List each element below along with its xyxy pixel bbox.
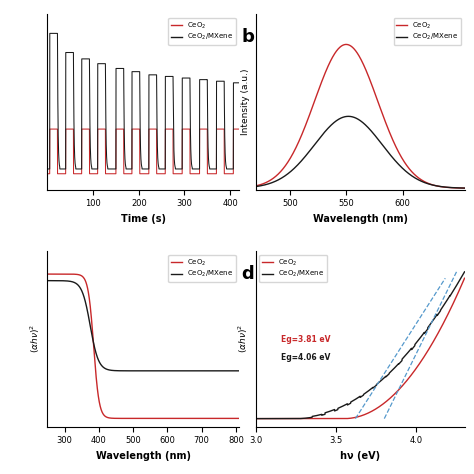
Y-axis label: $(\alpha h\nu)^2$: $(\alpha h\nu)^2$ bbox=[237, 324, 250, 354]
X-axis label: hν (eV): hν (eV) bbox=[340, 451, 380, 461]
Text: b: b bbox=[241, 28, 254, 46]
Text: Eg=3.81 eV: Eg=3.81 eV bbox=[281, 336, 330, 345]
Legend: CeO$_2$, CeO$_2$/MXene: CeO$_2$, CeO$_2$/MXene bbox=[259, 255, 327, 282]
Y-axis label: Intensity (a.u.): Intensity (a.u.) bbox=[241, 69, 250, 135]
X-axis label: Wavelength (nm): Wavelength (nm) bbox=[96, 451, 191, 461]
X-axis label: Wavelength (nm): Wavelength (nm) bbox=[313, 214, 408, 224]
X-axis label: Time (s): Time (s) bbox=[121, 214, 166, 224]
Legend: CeO$_2$, CeO$_2$/MXene: CeO$_2$, CeO$_2$/MXene bbox=[168, 18, 236, 45]
Y-axis label: $(\alpha h\nu)^2$: $(\alpha h\nu)^2$ bbox=[28, 324, 42, 354]
Text: d: d bbox=[241, 265, 254, 283]
Text: Eg=4.06 eV: Eg=4.06 eV bbox=[281, 353, 330, 362]
Legend: CeO$_2$, CeO$_2$/MXene: CeO$_2$, CeO$_2$/MXene bbox=[393, 18, 461, 45]
Legend: CeO$_2$, CeO$_2$/MXene: CeO$_2$, CeO$_2$/MXene bbox=[168, 255, 236, 282]
